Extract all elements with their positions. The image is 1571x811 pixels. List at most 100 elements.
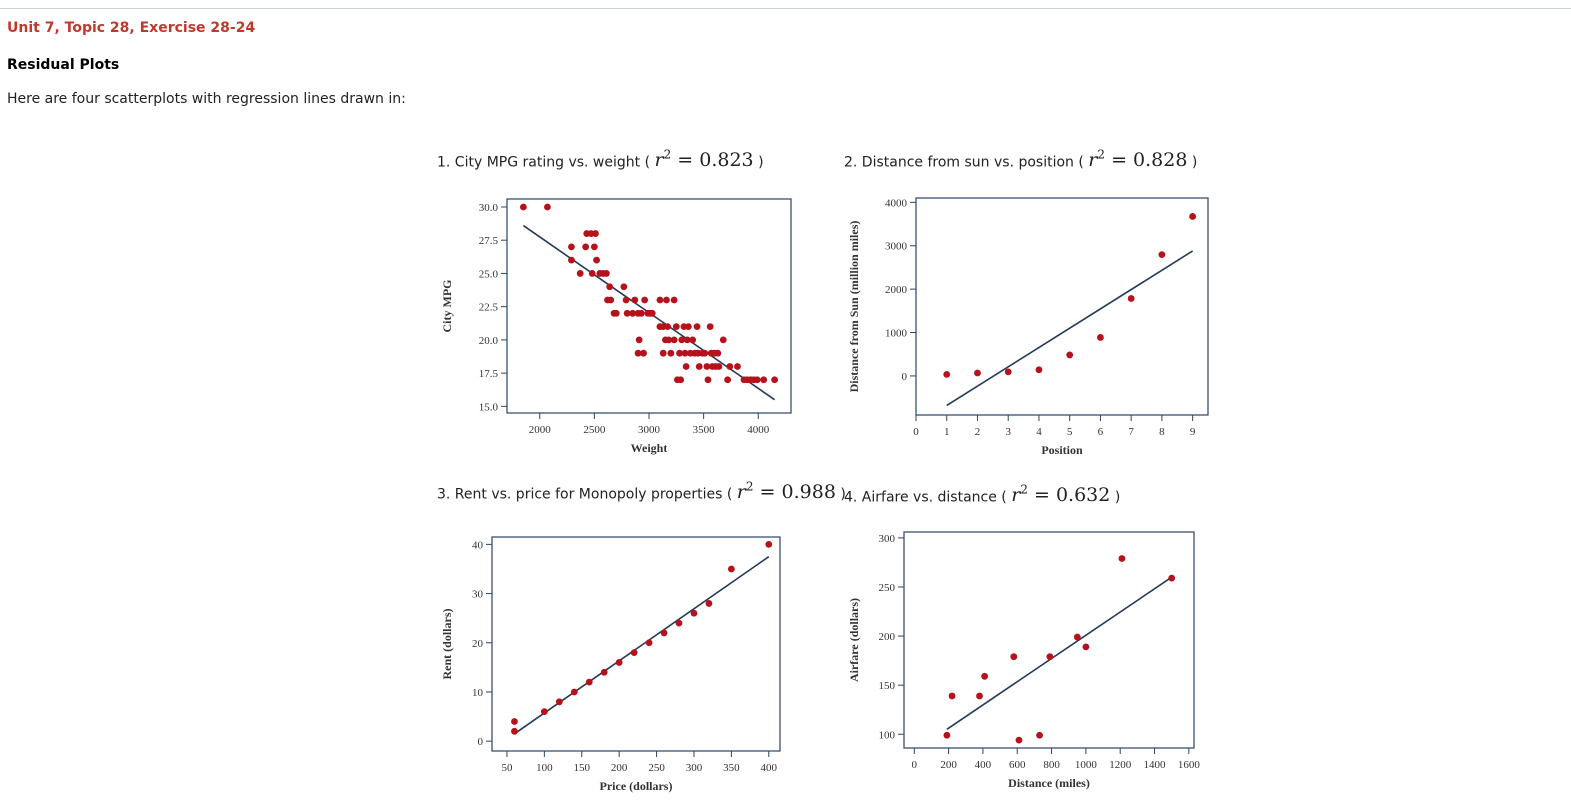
plot-2-title-text: 2. Distance from sun vs. position ( xyxy=(844,154,1084,171)
plot-1-xtick-label: 2500 xyxy=(583,424,606,436)
plot-2-ytick-label: 4000 xyxy=(885,197,908,209)
plot-2-xtick-label: 0 xyxy=(913,426,919,438)
plot-3-x-axis-label: Price (dollars) xyxy=(600,779,673,793)
plot-3-data-point xyxy=(511,727,518,735)
plot-2-ytick-label: 1000 xyxy=(885,328,908,340)
plot-1-data-point xyxy=(629,309,637,317)
plot-2-data-point xyxy=(1189,213,1197,220)
plot-2-xtick-label: 6 xyxy=(1098,426,1104,438)
plot-4-ytick-label: 300 xyxy=(879,533,896,545)
plot-3-xtick-label: 50 xyxy=(501,762,513,774)
plot-4-data-point xyxy=(1118,555,1126,562)
plot-1-title-text: 1. City MPG rating vs. weight ( xyxy=(437,154,651,171)
plot-1-data-point xyxy=(663,296,670,304)
plot-4-y-axis-label: Airfare (dollars) xyxy=(847,598,861,682)
plot-1-data-point xyxy=(637,309,645,317)
plot-1-data-point xyxy=(771,376,779,384)
plot-4-ytick-label: 100 xyxy=(879,729,896,741)
plot-4-data-point xyxy=(1010,653,1018,661)
plot-3-data-point xyxy=(765,540,773,548)
plot-1-data-point xyxy=(693,323,701,331)
plot-1-data-point xyxy=(677,376,685,384)
plot-4-xtick-label: 200 xyxy=(940,759,957,771)
plot-4-data-point xyxy=(1073,633,1081,641)
plot-3-data-point xyxy=(570,688,578,696)
plot-3-frame xyxy=(491,536,781,752)
plot-1-ytick-label: 30.0 xyxy=(479,202,499,214)
plot-4-xtick-label: 1000 xyxy=(1075,759,1098,771)
plot-1-data-point xyxy=(753,376,761,384)
plot-1-data-point xyxy=(734,363,741,370)
plot-3-data-point xyxy=(615,659,623,666)
plot-4-xtick-label: 1400 xyxy=(1144,759,1167,771)
plot-2-xtick-label: 9 xyxy=(1190,426,1196,438)
exercise-heading: Unit 7, Topic 28, Exercise 28-24 xyxy=(7,20,256,36)
plot-1-data-point xyxy=(678,336,686,344)
plot-1-data-point xyxy=(622,296,630,304)
plot-1-ytick-label: 20.0 xyxy=(479,335,499,347)
plot-1-xtick-label: 2000 xyxy=(529,424,552,436)
plot-4-title-text: 4. Airfare vs. distance ( xyxy=(844,489,1007,506)
plot-2-xtick-label: 3 xyxy=(1005,426,1011,438)
plot-4-xtick-label: 800 xyxy=(1043,759,1060,771)
plot-3-ytick-label: 10 xyxy=(472,687,484,699)
plot-1-data-point xyxy=(682,363,690,370)
plot-4-data-point xyxy=(948,692,956,700)
plot-2-xtick-label: 2 xyxy=(975,426,981,438)
plot-3-data-point xyxy=(660,629,668,637)
plot-1-xtick-label: 4000 xyxy=(747,424,770,436)
plot-4-frame xyxy=(903,531,1195,749)
plot-4-r-squared: r2 = 0.632 xyxy=(1011,483,1111,507)
plot-1-ytick-label: 15.0 xyxy=(479,401,499,413)
plot-1-data-point xyxy=(640,349,647,357)
plot-2-xtick-label: 7 xyxy=(1128,426,1134,438)
mpg-weight-scatterplot: 15.0 17.5 20.0 22.5 25.0 27.5 30.0 2000 2500 3000… xyxy=(440,198,792,455)
plot-1-data-point xyxy=(695,363,703,370)
plot-3-xtick-label: 200 xyxy=(611,762,628,774)
airfare-distance-scatterplot: 100 150 200 250 300 0 200 400 600 800 1000 1200 1400… xyxy=(847,531,1200,790)
plot-2-data-point xyxy=(1127,295,1135,302)
plot-1-data-point xyxy=(715,363,723,370)
plot-2-x-axis-label: Position xyxy=(1041,443,1083,457)
plot-3-data-point xyxy=(511,718,518,725)
plot-4-ytick-label: 150 xyxy=(879,680,896,692)
plot-3-data-point xyxy=(555,698,563,706)
plot-1-data-point xyxy=(592,230,599,237)
plot-1-ytick-label: 17.5 xyxy=(479,368,499,380)
plot-1-data-point xyxy=(667,349,675,357)
plot-3-title-close: ) xyxy=(840,486,846,503)
plot-1-xtick-label: 3500 xyxy=(693,424,716,436)
plot-2-data-point xyxy=(1097,334,1104,341)
plot-4-data-point xyxy=(1046,653,1054,661)
plot-2-xtick-label: 1 xyxy=(944,426,950,438)
plot-3-ytick-label: 0 xyxy=(478,736,484,748)
plot-1-data-point xyxy=(635,336,643,344)
plot-3-data-point xyxy=(645,639,653,647)
plot-1-data-point xyxy=(672,323,680,331)
plot-1-data-point xyxy=(590,243,598,251)
plot-1-data-point xyxy=(703,363,711,370)
plot-1-data-point xyxy=(714,349,722,357)
plot-1-data-point xyxy=(719,336,727,344)
distance-position-scatterplot: 0 1000 2000 3000 4000 0 1 2 3 4 5 6 7 8 9 Position Dista… xyxy=(847,197,1209,457)
plot-2-ytick-label: 0 xyxy=(902,371,908,383)
plot-1-xtick-label: 3000 xyxy=(638,424,661,436)
plot-3-data-point xyxy=(600,668,608,676)
plot-2-data-point xyxy=(1035,366,1043,374)
plot-1-data-point xyxy=(664,323,671,331)
plot-3-xtick-label: 250 xyxy=(648,762,665,774)
plot-3-ytick-label: 40 xyxy=(472,539,484,551)
plot-2-frame xyxy=(915,197,1209,416)
plot-4-data-point xyxy=(1036,731,1043,739)
plot-2-xtick-label: 8 xyxy=(1159,426,1165,438)
plot-4-ytick-label: 200 xyxy=(879,631,896,643)
plot-2-ytick-label: 3000 xyxy=(885,241,908,253)
plot-1-title-close: ) xyxy=(758,154,764,171)
plot-4-xtick-label: 400 xyxy=(975,759,992,771)
plot-1-data-point xyxy=(689,336,697,344)
rent-price-scatterplot: 0 10 20 30 40 50 100 150 200 250 300 350 400 Price (d… xyxy=(440,536,781,793)
plot-1-data-point xyxy=(683,336,691,344)
plot-1-data-point xyxy=(582,243,590,251)
plot-3-data-point xyxy=(585,678,593,686)
plot-1-x-axis-label: Weight xyxy=(631,441,668,455)
